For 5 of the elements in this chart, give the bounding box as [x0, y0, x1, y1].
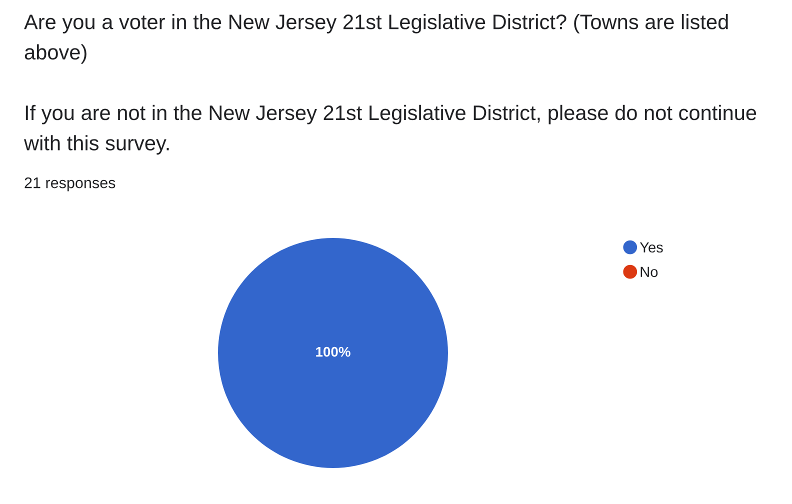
legend-label: Yes: [640, 242, 663, 253]
text: 21 responses: [24, 177, 116, 192]
legend-label: No: [640, 266, 658, 278]
chart-title: Are you a voter in the New Jersey 21st Legislative District? (Towns are listed above) If you are not in the New Jersey 21st Legislative District, please do not continue with this survey.: [24, 14, 756, 155]
data-label: 100%: [316, 346, 350, 357]
